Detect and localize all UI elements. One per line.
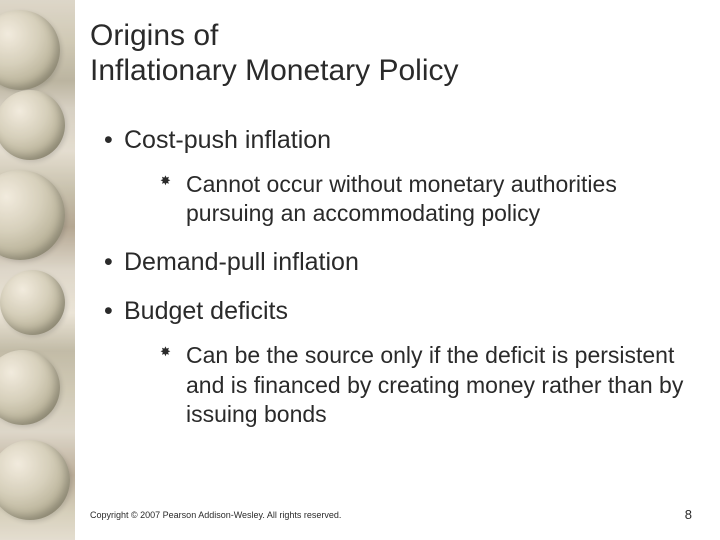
bullet-text: Cost-push inflation	[124, 126, 331, 154]
sub-bullet-budget-deficits: Can be the source only if the deficit is…	[160, 341, 700, 429]
bullet-cost-push: Cost-push inflation Cannot occur without…	[104, 125, 700, 229]
title-line-2: Inflationary Monetary Policy	[90, 54, 459, 87]
bullet-budget-deficits: Budget deficits Can be the source only i…	[104, 296, 700, 430]
title-line-1: Origins of	[90, 19, 218, 52]
page-number: 8	[685, 507, 692, 522]
slide-content: Origins of Inflationary Monetary Policy …	[90, 18, 700, 520]
copyright-text: Copyright © 2007 Pearson Addison-Wesley.…	[90, 510, 341, 520]
bullet-text: Budget deficits	[124, 297, 288, 325]
sidebar-coin-image	[0, 0, 75, 540]
sub-list-budget-deficits: Can be the source only if the deficit is…	[124, 341, 700, 429]
bullet-demand-pull: Demand-pull inflation	[104, 247, 700, 278]
slide-title: Origins of Inflationary Monetary Policy	[90, 18, 700, 89]
main-bullet-list: Cost-push inflation Cannot occur without…	[90, 125, 700, 430]
sub-bullet-cost-push: Cannot occur without monetary authoritie…	[160, 170, 700, 229]
bullet-text: Demand-pull inflation	[124, 248, 359, 276]
sub-list-cost-push: Cannot occur without monetary authoritie…	[124, 170, 700, 229]
